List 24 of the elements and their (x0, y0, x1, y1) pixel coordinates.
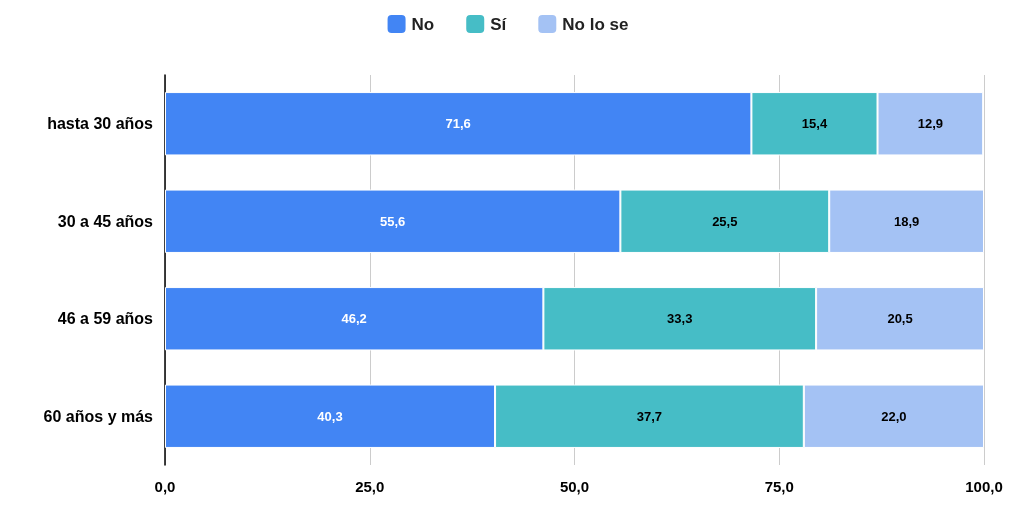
x-tick-label: 100,0 (965, 478, 1003, 495)
data-label: 20,5 (887, 311, 913, 327)
legend-label: No (411, 14, 435, 34)
data-label: 46,2 (341, 311, 367, 327)
data-label: 25,5 (712, 213, 738, 229)
legend-label: No lo se (562, 14, 629, 34)
data-label: 12,9 (917, 116, 944, 132)
data-label: 15,4 (801, 116, 828, 132)
x-tick-label: 25,0 (355, 478, 385, 495)
x-tick-label: 50,0 (559, 478, 590, 495)
x-tick-label: 0,0 (154, 478, 176, 495)
data-label: 33,3 (667, 311, 693, 327)
data-label: 55,6 (380, 213, 406, 229)
data-label: 18,9 (893, 213, 920, 229)
data-label: 22,0 (881, 408, 907, 424)
x-tick-label: 75,0 (764, 478, 794, 495)
y-tick-label: 60 años y más (43, 407, 154, 425)
y-tick-label: hasta 30 años (47, 115, 154, 133)
y-tick-label: 46 a 59 años (57, 310, 154, 328)
y-tick-label: 30 a 45 años (57, 212, 154, 230)
data-label: 40,3 (317, 408, 343, 424)
data-label: 37,7 (636, 408, 663, 424)
legend-label: Sí (490, 14, 508, 34)
data-label: 71,6 (445, 116, 471, 132)
